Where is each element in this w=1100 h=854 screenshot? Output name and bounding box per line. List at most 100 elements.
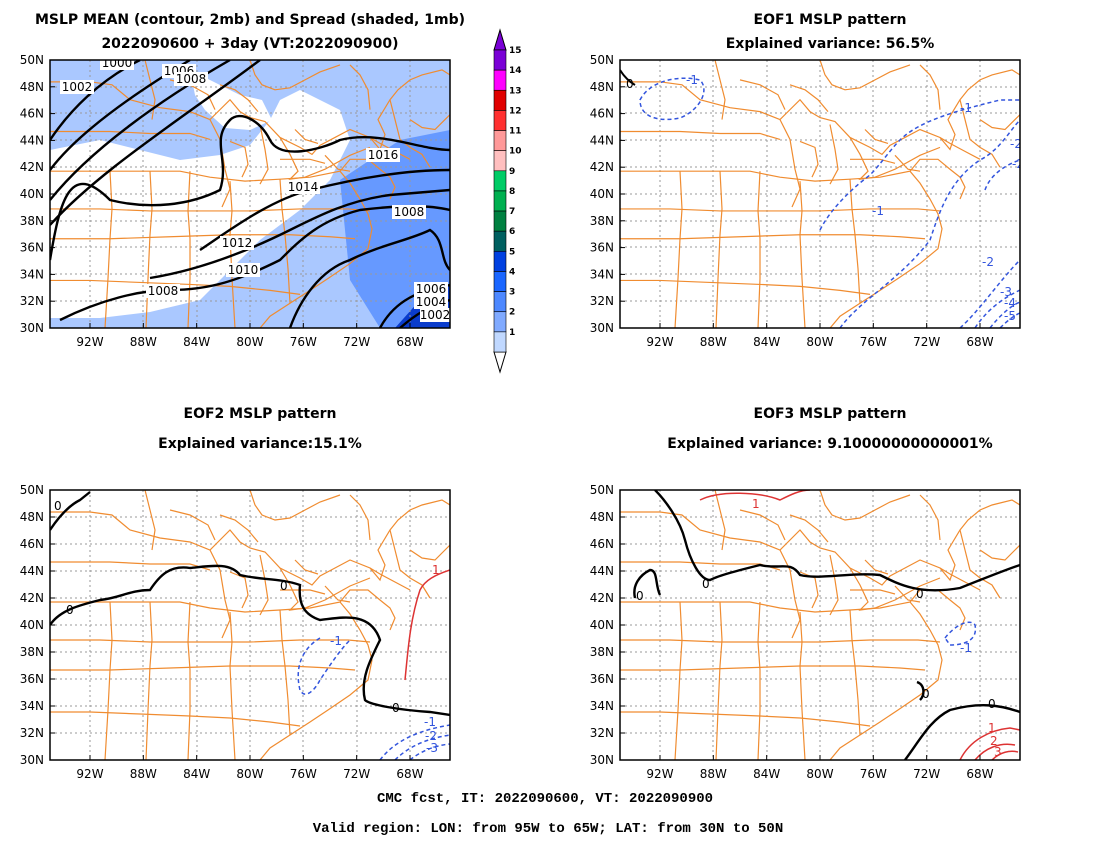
lon-tick-label: 88W bbox=[130, 767, 157, 781]
mean-contour-label: 1006 bbox=[416, 282, 447, 296]
lat-tick-label: 48N bbox=[20, 510, 44, 524]
lat-tick-label: 50N bbox=[20, 53, 44, 67]
colorbar-swatch bbox=[493, 130, 507, 151]
lon-tick-label: 92W bbox=[646, 335, 673, 349]
lat-tick-label: 32N bbox=[20, 294, 44, 308]
eof1-contour-label: -2 bbox=[982, 255, 994, 269]
lat-tick-label: 36N bbox=[20, 241, 44, 255]
colorbar-label: 9 bbox=[509, 167, 515, 177]
lon-tick-label: 76W bbox=[860, 335, 887, 349]
eof1-contour-label: -2 bbox=[1010, 137, 1022, 151]
lat-tick-label: 30N bbox=[20, 753, 44, 767]
eof3-contour-label: 2 bbox=[990, 734, 998, 748]
lat-tick-label: 50N bbox=[20, 483, 44, 497]
lat-tick-label: 46N bbox=[590, 107, 614, 121]
mean-contour-label: 1008 bbox=[394, 205, 425, 219]
eof1-contour-label: -1 bbox=[872, 204, 884, 218]
mean-contour-label: 1012 bbox=[222, 236, 253, 250]
lon-tick-label: 84W bbox=[183, 335, 210, 349]
lon-tick-label: 84W bbox=[753, 335, 780, 349]
eof3-contour-label: 0 bbox=[988, 697, 996, 711]
eof2-contour-label: -1 bbox=[330, 634, 342, 648]
lon-tick-label: 68W bbox=[966, 335, 993, 349]
lat-tick-label: 46N bbox=[20, 107, 44, 121]
lat-tick-label: 38N bbox=[20, 645, 44, 659]
eof2-contour-label: 1 bbox=[432, 563, 440, 577]
colorbar-swatch bbox=[493, 251, 507, 272]
colorbar-label: 10 bbox=[509, 147, 522, 157]
panel-eof2: EOF2 MSLP pattern Explained variance:15.… bbox=[49, 406, 451, 761]
lat-tick-label: 44N bbox=[20, 133, 44, 147]
lat-tick-label: 32N bbox=[590, 726, 614, 740]
colorbar-label: 7 bbox=[509, 207, 515, 217]
lon-tick-label: 80W bbox=[236, 767, 263, 781]
mean-contour-label: 1008 bbox=[148, 284, 179, 298]
lat-tick-label: 36N bbox=[590, 672, 614, 686]
lat-tick-label: 42N bbox=[20, 591, 44, 605]
colorbar-swatch bbox=[493, 89, 507, 111]
lat-tick-label: 30N bbox=[590, 321, 614, 335]
lat-tick-label: 42N bbox=[590, 591, 614, 605]
lat-tick-label: 32N bbox=[590, 294, 614, 308]
lat-tick-label: 34N bbox=[20, 267, 44, 281]
lat-tick-label: 34N bbox=[20, 699, 44, 713]
lat-tick-label: 44N bbox=[590, 564, 614, 578]
lat-tick-label: 38N bbox=[590, 645, 614, 659]
lat-tick-label: 50N bbox=[590, 53, 614, 67]
lon-tick-label: 80W bbox=[806, 767, 833, 781]
mean-contour-label: 1016 bbox=[368, 148, 399, 162]
mean-contour-label: 1002 bbox=[62, 80, 93, 94]
colorbar-top-arrow bbox=[493, 28, 507, 51]
panel-title-line2: Explained variance:15.1% bbox=[158, 436, 362, 452]
lat-tick-label: 36N bbox=[590, 241, 614, 255]
panel-title-line1: MSLP MEAN (contour, 2mb) and Spread (sha… bbox=[35, 12, 465, 28]
lon-tick-label: 88W bbox=[700, 335, 727, 349]
eof3-contour-label: 1 bbox=[988, 721, 996, 735]
colorbar-label: 14 bbox=[509, 66, 522, 76]
eof2-contour-label: -2 bbox=[425, 729, 437, 743]
lon-tick-label: 92W bbox=[76, 767, 103, 781]
eof3-contour-label: 3 bbox=[994, 745, 1002, 759]
eof2-contour-label: -1 bbox=[424, 715, 436, 729]
lat-tick-label: 40N bbox=[590, 187, 614, 201]
panel-title-line1: EOF3 MSLP pattern bbox=[754, 406, 907, 422]
colorbar-label: 6 bbox=[509, 227, 515, 237]
colorbar-label: 12 bbox=[509, 106, 522, 116]
panel-eof3: EOF3 MSLP pattern Explained variance: 9.… bbox=[619, 406, 1021, 761]
footer-line2: Valid region: LON: from 95W to 65W; LAT:… bbox=[313, 821, 783, 837]
lon-tick-label: 72W bbox=[343, 335, 370, 349]
panel-title-line2: Explained variance: 56.5% bbox=[726, 36, 935, 52]
colorbar-swatch bbox=[493, 49, 507, 71]
colorbar-label: 13 bbox=[509, 86, 522, 96]
footer-line1: CMC fcst, IT: 2022090600, VT: 2022090900 bbox=[377, 791, 713, 807]
eof3-contour-label: 1 bbox=[752, 497, 760, 511]
colorbar: 15 14 13 12 11 10 9 8 7 6 5 4 3 2 1 bbox=[493, 28, 522, 374]
mean-contour-label: 1004 bbox=[416, 295, 447, 309]
eof3-contour-label: 0 bbox=[702, 577, 710, 591]
lon-tick-label: 68W bbox=[966, 767, 993, 781]
lat-tick-label: 30N bbox=[20, 321, 44, 335]
lon-tick-label: 88W bbox=[130, 335, 157, 349]
lon-tick-label: 72W bbox=[343, 767, 370, 781]
colorbar-swatch bbox=[493, 110, 507, 131]
lon-tick-label: 92W bbox=[646, 767, 673, 781]
lat-tick-label: 30N bbox=[590, 753, 614, 767]
lat-tick-label: 40N bbox=[20, 618, 44, 632]
lon-tick-label: 80W bbox=[236, 335, 263, 349]
colorbar-label: 5 bbox=[509, 247, 515, 257]
colorbar-swatch bbox=[493, 331, 507, 353]
eof1-contour-label: 0 bbox=[626, 77, 634, 91]
eof3-contour-label: -1 bbox=[960, 641, 972, 655]
lat-tick-label: 46N bbox=[590, 537, 614, 551]
colorbar-swatch bbox=[493, 230, 507, 252]
colorbar-swatch bbox=[493, 271, 507, 292]
lon-tick-label: 68W bbox=[396, 767, 423, 781]
lon-tick-label: 92W bbox=[76, 335, 103, 349]
panel-title-line2: Explained variance: 9.10000000000001% bbox=[667, 436, 992, 452]
lon-tick-label: 72W bbox=[913, 767, 940, 781]
colorbar-swatch bbox=[493, 210, 507, 232]
colorbar-label: 2 bbox=[509, 308, 515, 318]
lon-tick-label: 76W bbox=[290, 335, 317, 349]
lat-tick-label: 38N bbox=[20, 214, 44, 228]
lat-tick-label: 44N bbox=[20, 564, 44, 578]
